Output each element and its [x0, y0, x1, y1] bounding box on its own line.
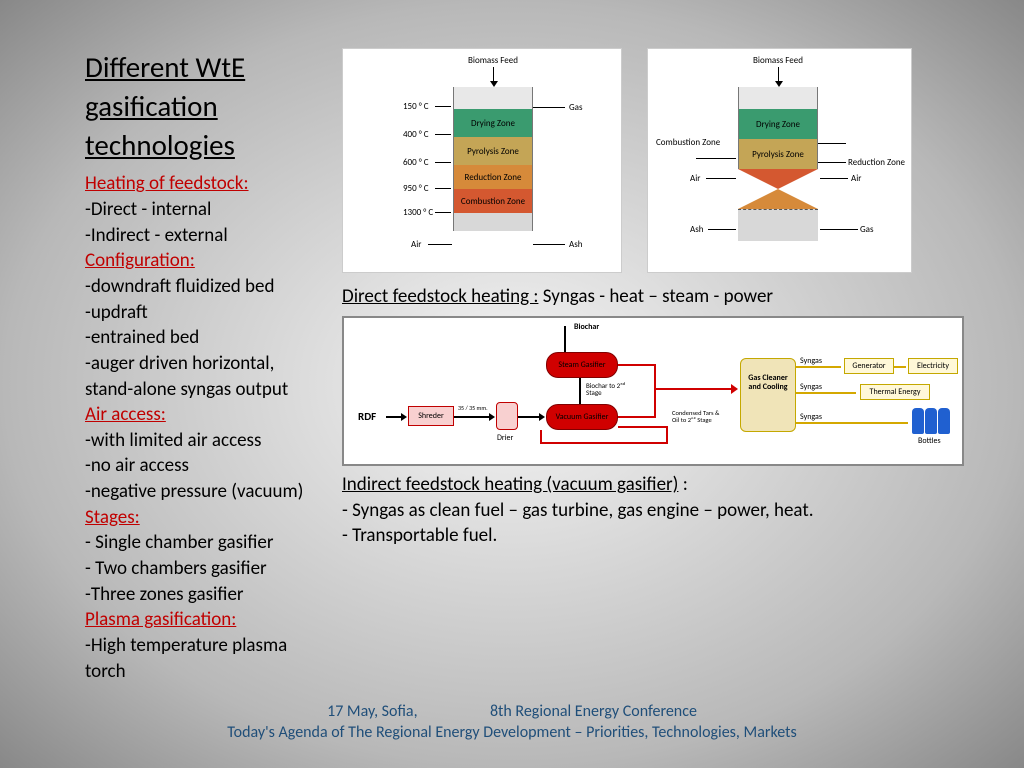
flow-diagram: RDF Shreder 35 / 35 mm. Drier Vacuum Gas…	[342, 316, 964, 466]
item: -auger driven horizontal,	[85, 351, 332, 377]
heading-plasma: Plasma gasification:	[85, 607, 332, 633]
drier-label: Drier	[497, 433, 513, 443]
bottles-icon	[912, 408, 950, 434]
shredder-box: Shreder	[408, 406, 454, 426]
item: -no air access	[85, 453, 332, 479]
generator-box: Generator	[844, 358, 894, 374]
footer-conf: 8th Regional Energy Conference	[490, 702, 697, 721]
rdf-label: RDF	[358, 410, 376, 423]
item: -negative pressure (vacuum)	[85, 479, 332, 505]
reduction-label: Reduction Zone	[848, 157, 905, 168]
item: - Two chambers gasifier	[85, 556, 332, 582]
electricity-box: Electricity	[908, 358, 958, 374]
gas-cleaner	[740, 358, 796, 432]
caption-indirect-l2: - Transportable fuel.	[342, 524, 497, 547]
feed-label: Biomass Feed	[753, 55, 803, 66]
bottles-label: Bottles	[918, 436, 941, 446]
footer-date: 17 May, Sofia,	[327, 702, 418, 721]
air-label: Air	[690, 173, 700, 184]
cleaner-label: Gas Cleaner and Cooling	[746, 374, 790, 392]
gasifier-diagram-1: Biomass Feed Drying ZonePyrolysis ZoneRe…	[342, 48, 622, 273]
gasifier-diagram-2: Biomass Feed Drying ZonePyrolysis Zone C…	[647, 48, 912, 273]
footer-agenda: Today's Agenda of The Regional Energy De…	[227, 723, 796, 742]
thermal-box: Thermal Energy	[860, 384, 930, 400]
text-content: Different WtE gasification technologies …	[85, 48, 332, 684]
air-label: Air	[851, 173, 861, 184]
heading-stages: Stages:	[85, 505, 332, 531]
syngas-label: Syngas	[800, 356, 822, 366]
gas-label: Gas	[569, 102, 583, 113]
heading-config: Configuration:	[85, 248, 332, 274]
steam-gasifier: Steam Gasifier	[546, 352, 618, 378]
drier-box	[496, 402, 518, 430]
air-label: Air	[411, 239, 421, 250]
item: -with limited air access	[85, 428, 332, 454]
combustion-label: Combustion Zone	[656, 137, 720, 148]
item: -entrained bed	[85, 325, 332, 351]
caption-indirect-l1: - Syngas as clean fuel – gas turbine, ga…	[342, 499, 814, 522]
page-title: Different WtE gasification technologies	[85, 48, 332, 165]
heading-air: Air access:	[85, 402, 332, 428]
caption-direct-rest: Syngas - heat – steam - power	[538, 285, 773, 308]
footer: 17 May, Sofia, 8th Regional Energy Confe…	[0, 702, 1024, 744]
item: -Indirect - external	[85, 223, 332, 249]
syngas-label: Syngas	[800, 412, 822, 422]
caption-direct-u: Direct feedstock heating :	[342, 285, 538, 308]
ash-label: Ash	[569, 239, 582, 250]
tars-label: Condensed Tars & Oil to 2ⁿᵈ Stage	[672, 410, 728, 423]
gas-label: Gas	[860, 224, 874, 235]
right-column: Biomass Feed Drying ZonePyrolysis ZoneRe…	[332, 48, 964, 684]
caption-indirect-rest: :	[678, 473, 687, 496]
biochar-label: Biochar	[574, 322, 599, 332]
shred-note: 35 / 35 mm.	[458, 404, 488, 412]
caption-direct: Direct feedstock heating : Syngas - heat…	[342, 285, 964, 308]
heading-heating: Heating of feedstock:	[85, 171, 332, 197]
syngas-label: Syngas	[800, 382, 822, 392]
item: -Direct - internal	[85, 197, 332, 223]
item: - Single chamber gasifier	[85, 530, 332, 556]
item: -downdraft fluidized bed	[85, 274, 332, 300]
ash-label: Ash	[690, 224, 703, 235]
caption-indirect-u: Indirect feedstock heating (vacuum gasif…	[342, 473, 678, 496]
item: stand-alone syngas output	[85, 377, 332, 403]
item: -updraft	[85, 300, 332, 326]
item: -Three zones gasifier	[85, 582, 332, 608]
feed-label: Biomass Feed	[468, 55, 518, 66]
vacuum-gasifier: Vacuum Gasifier	[546, 404, 618, 430]
item: -High temperature plasma torch	[85, 633, 332, 684]
caption-indirect: Indirect feedstock heating (vacuum gasif…	[342, 472, 964, 549]
biochar2-label: Biochar to 2ⁿᵈ Stage	[586, 382, 636, 396]
